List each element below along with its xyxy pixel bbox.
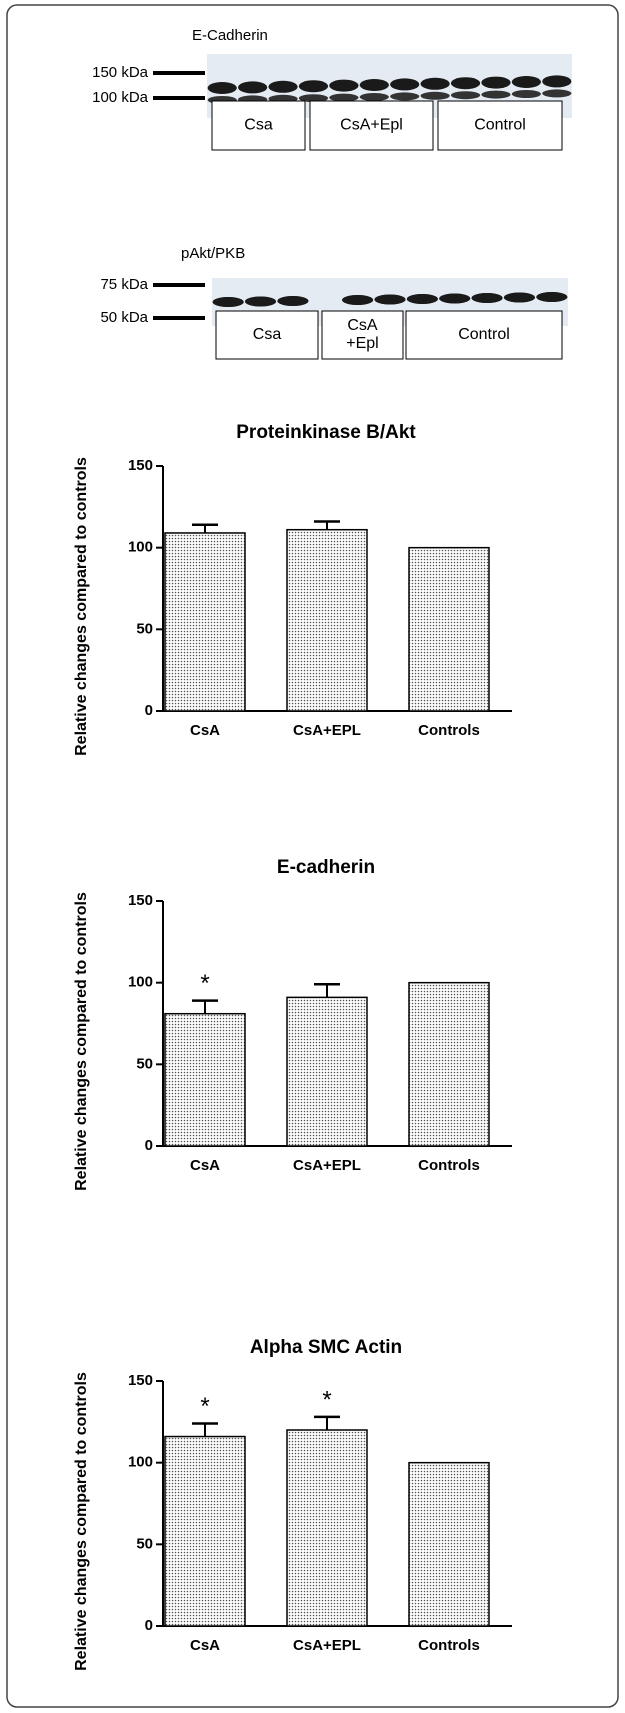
blot-band (299, 80, 328, 92)
marker-label: 150 kDa (92, 64, 149, 81)
blot-band (360, 93, 389, 101)
blot-band (439, 294, 470, 304)
figure: E-Cadherin150 kDa100 kDaCsaCsA+EplContro… (0, 0, 625, 1713)
blot-band (374, 295, 405, 305)
y-tick-label: 100 (128, 539, 153, 556)
marker-label: 50 kDa (100, 309, 148, 326)
blot-band (421, 92, 450, 100)
y-tick-label: 0 (145, 1617, 153, 1634)
blot-band (407, 294, 438, 304)
chart-title: Proteinkinase B/Akt (236, 422, 416, 443)
group-label: +Epl (346, 335, 378, 352)
blot-band (360, 79, 389, 91)
y-tick-label: 150 (128, 1372, 153, 1389)
bar (287, 1430, 367, 1626)
blot-band (213, 297, 244, 307)
group-label: Csa (253, 326, 282, 343)
x-tick-label: CsA (190, 1157, 220, 1174)
group-label: Control (474, 117, 526, 134)
y-tick-label: 150 (128, 892, 153, 909)
significance-mark: * (200, 1393, 209, 1420)
x-tick-label: CsA+EPL (293, 1157, 361, 1174)
blot-band (390, 78, 419, 90)
marker-label: 100 kDa (92, 89, 149, 106)
y-tick-label: 50 (136, 1535, 153, 1552)
bar (165, 1437, 245, 1626)
bar (165, 533, 245, 711)
bar (409, 1463, 489, 1626)
y-tick-label: 150 (128, 457, 153, 474)
bar (409, 983, 489, 1146)
y-tick-label: 0 (145, 702, 153, 719)
y-axis-label: Relative changes compared to controls (73, 1372, 90, 1671)
blot-band (421, 78, 450, 90)
blot-band (481, 77, 510, 89)
chart-title: E-cadherin (277, 857, 375, 878)
blot-band (390, 92, 419, 100)
marker-label: 75 kDa (100, 276, 148, 293)
significance-mark: * (200, 970, 209, 997)
blot-band (472, 293, 503, 303)
chart-title: Alpha SMC Actin (250, 1337, 402, 1358)
blot-band (542, 89, 571, 97)
bar (287, 530, 367, 711)
significance-mark: * (322, 1386, 331, 1413)
blot-band (208, 82, 237, 94)
blot-band (512, 76, 541, 88)
x-tick-label: Controls (418, 1157, 480, 1174)
blot-band (481, 91, 510, 99)
blot-band (342, 295, 373, 305)
bar (165, 1014, 245, 1146)
blot-title: E-Cadherin (192, 27, 268, 44)
y-tick-label: 100 (128, 1454, 153, 1471)
blot-band (536, 292, 567, 302)
blot-band (451, 77, 480, 89)
blot-band (268, 81, 297, 93)
group-label: CsA+Epl (340, 117, 403, 134)
x-tick-label: Controls (418, 1637, 480, 1654)
bar (287, 997, 367, 1146)
blot-band (238, 81, 267, 93)
blot-band (329, 94, 358, 102)
x-tick-label: CsA (190, 722, 220, 739)
blot-band (277, 296, 308, 306)
y-tick-label: 0 (145, 1137, 153, 1154)
x-tick-label: CsA+EPL (293, 722, 361, 739)
y-axis-label: Relative changes compared to controls (73, 892, 90, 1191)
blot-band (542, 75, 571, 87)
blot-band (451, 91, 480, 99)
blot-band (504, 293, 535, 303)
y-tick-label: 100 (128, 974, 153, 991)
y-tick-label: 50 (136, 620, 153, 637)
y-tick-label: 50 (136, 1055, 153, 1072)
group-label: Control (458, 326, 510, 343)
x-tick-label: CsA (190, 1637, 220, 1654)
blot-band (329, 80, 358, 92)
blot-band (512, 90, 541, 98)
blot-band (245, 297, 276, 307)
blot-title: pAkt/PKB (181, 245, 245, 262)
bar (409, 548, 489, 711)
x-tick-label: CsA+EPL (293, 1637, 361, 1654)
y-axis-label: Relative changes compared to controls (73, 457, 90, 756)
group-label: Csa (244, 117, 273, 134)
group-label: CsA (347, 317, 378, 334)
x-tick-label: Controls (418, 722, 480, 739)
